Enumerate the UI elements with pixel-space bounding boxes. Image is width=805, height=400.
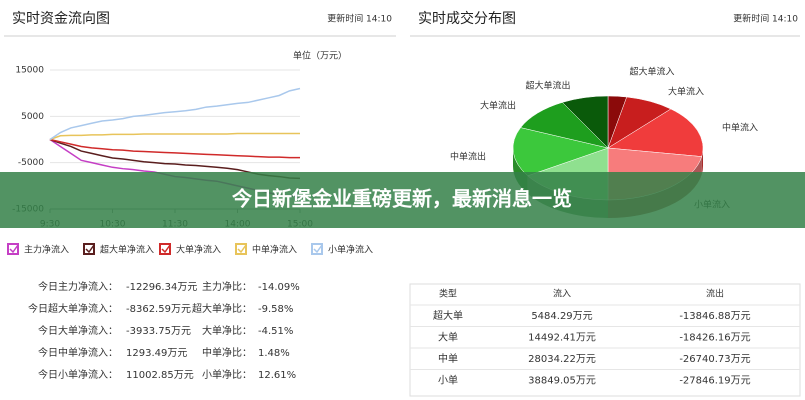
legend-swatch [311, 243, 323, 255]
legend-check [9, 244, 19, 254]
table-cell: 38849.05万元 [528, 376, 596, 387]
legend-check [313, 244, 323, 254]
panel-title: 实时资金流向图 [12, 11, 110, 27]
table-cell: -13846.88万元 [679, 311, 750, 322]
pie-label: 超大单流入 [629, 66, 674, 78]
table-cell: 28034.22万元 [528, 354, 596, 365]
stat-label: 小单净比： [202, 368, 252, 381]
banner-bg [0, 172, 805, 228]
legend-swatch [83, 243, 95, 255]
update-time: 更新时间 14:10 [327, 13, 392, 25]
stat-label: 今日超大单净流入： [28, 302, 118, 315]
table-cell: 中单 [438, 352, 458, 365]
unit-label: 单位（万元） [293, 50, 347, 62]
banner: 今日新堡金业重磅更新，最新消息一览 [0, 172, 805, 228]
legend-check [85, 244, 95, 254]
legend-label: 中单净流入 [252, 244, 297, 256]
series-line [49, 138, 300, 159]
stat-label: 中单净比： [202, 346, 252, 359]
stat-value: 1.48% [258, 348, 290, 359]
table-cell: -26740.73万元 [679, 354, 750, 365]
legend-swatch [159, 243, 171, 255]
y-tick-label: 5000 [21, 112, 44, 122]
stat-value: -12296.34万元 [126, 282, 197, 293]
stat-label: 今日大单净流入： [38, 324, 118, 337]
table-cell: 14492.41万元 [528, 333, 596, 344]
legend-swatch [7, 243, 19, 255]
pie-label: 大单流入 [668, 86, 704, 98]
table-cell: -18426.16万元 [679, 333, 750, 344]
stat-value: 1293.49万元 [126, 348, 187, 359]
stat-label: 今日中单净流入： [38, 346, 118, 359]
pie-side [701, 148, 703, 175]
stat-value: -4.51% [258, 326, 293, 337]
table-cell: 小单 [438, 375, 458, 387]
legend-label: 主力净流入 [24, 244, 69, 256]
stat-label: 超大单净比： [192, 302, 252, 315]
stat-value: 12.61% [258, 370, 296, 381]
pie-label: 中单流入 [722, 122, 758, 134]
stat-value: -8362.59万元 [126, 304, 191, 315]
stat-label: 今日小单净流入： [38, 368, 118, 381]
stat-label: 大单净比： [202, 324, 252, 337]
table-header: 类型 [439, 288, 457, 300]
legend-label: 小单净流入 [328, 244, 373, 256]
y-tick-label: 15000 [15, 66, 44, 76]
pie-slice [607, 108, 704, 157]
pie-label: 中单流出 [450, 151, 486, 163]
update-time: 更新时间 14:10 [733, 13, 798, 25]
legend-check [161, 244, 171, 254]
table-cell: 大单 [438, 331, 458, 344]
banner-text: 今日新堡金业重磅更新，最新消息一览 [232, 187, 572, 211]
stat-value: -3933.75万元 [126, 326, 191, 337]
panel-title: 实时成交分布图 [418, 10, 516, 27]
table-header: 流出 [706, 288, 724, 300]
legend-label: 超大单净流入 [100, 244, 154, 256]
legend-check [237, 244, 247, 254]
table-cell: 超大单 [433, 309, 463, 322]
pie-label: 超大单流出 [525, 80, 570, 92]
stat-value: -9.58% [258, 304, 293, 315]
pie-label: 大单流出 [480, 100, 516, 112]
table-cell: 5484.29万元 [531, 311, 592, 322]
table-header: 流入 [553, 288, 571, 300]
stat-label: 今日主力净流入： [38, 280, 118, 293]
y-tick-label: -5000 [18, 158, 44, 168]
series-line [49, 87, 301, 141]
stat-value: 11002.85万元 [126, 370, 194, 381]
stat-label: 主力净比： [202, 280, 252, 293]
legend-swatch [235, 243, 247, 255]
pie-slice [561, 95, 609, 149]
legend-label: 大单净流入 [176, 244, 221, 256]
table-cell: -27846.19万元 [679, 376, 750, 387]
series-line [49, 132, 300, 141]
stat-value: -14.09% [258, 282, 300, 293]
table-frame [409, 283, 801, 397]
